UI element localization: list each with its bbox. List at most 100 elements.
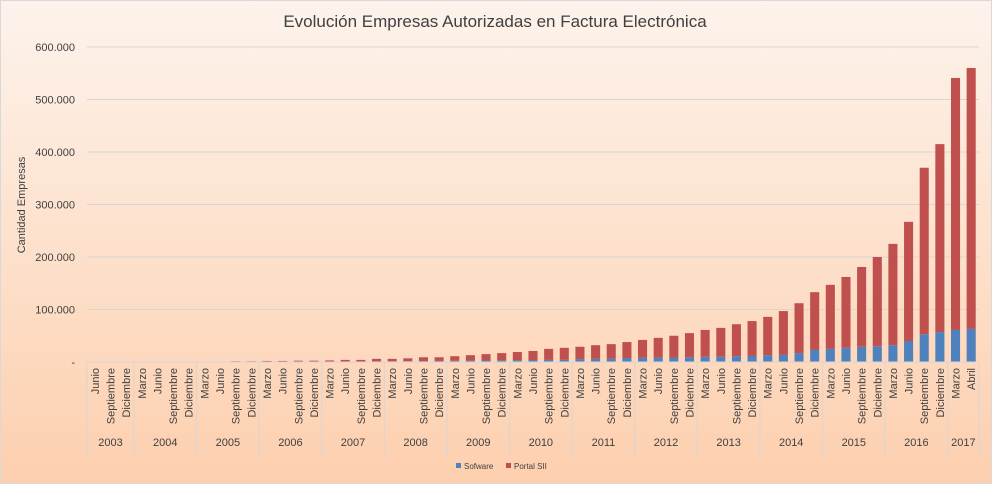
bar-portal-sii	[544, 348, 554, 360]
bar-sofware	[700, 356, 710, 362]
x-tick-label: Marzo	[450, 368, 462, 399]
x-tick-label: Junio	[653, 368, 665, 394]
x-tick-label: Diciembre	[372, 368, 384, 418]
bar-portal-sii	[434, 357, 444, 361]
x-tick-label: Marzo	[763, 368, 775, 399]
year-label: 2013	[716, 437, 740, 449]
y-tick-label: 200.000	[35, 252, 75, 264]
bar-sofware	[528, 360, 538, 362]
bar-portal-sii	[418, 357, 428, 362]
year-label: 2017	[951, 437, 975, 449]
x-tick-label: Junio	[841, 368, 853, 394]
gridlines	[87, 46, 979, 310]
bar-portal-sii	[293, 360, 303, 362]
x-tick-label: Marzo	[700, 368, 712, 399]
bar-portal-sii	[778, 311, 788, 355]
x-tick-label: Septiembre	[919, 368, 931, 424]
x-tick-label: Marzo	[575, 368, 587, 399]
bar-portal-sii	[497, 353, 507, 361]
bar-portal-sii	[559, 347, 569, 360]
bar-portal-sii	[716, 327, 726, 357]
x-tick-label: Diciembre	[559, 368, 571, 418]
bar-portal-sii	[825, 284, 835, 349]
x-tick-label: Junio	[591, 368, 603, 394]
bar-sofware	[935, 332, 945, 362]
x-tick-label: Junio	[340, 368, 352, 394]
bar-sofware	[591, 358, 601, 362]
x-tick-label: Diciembre	[184, 368, 196, 418]
legend-swatch	[506, 463, 511, 468]
x-tick-label: Marzo	[325, 368, 337, 399]
bar-portal-sii	[606, 344, 616, 359]
x-tick-label: Marzo	[262, 368, 274, 399]
bar-sofware	[888, 345, 898, 362]
bar-sofware	[841, 347, 851, 362]
y-tick-label: -	[71, 357, 75, 369]
x-tick-label: Abril	[966, 368, 978, 390]
bar-sofware	[434, 360, 444, 362]
bar-portal-sii	[622, 342, 632, 359]
x-axis: Junio Septiembre Diciembre Marzo Junio Septie…	[86, 361, 980, 456]
x-tick-label: Septiembre	[356, 368, 368, 424]
x-tick-label: Junio	[152, 368, 164, 394]
bar-portal-sii	[966, 68, 976, 329]
year-label: 2003	[98, 437, 122, 449]
bar-portal-sii	[575, 346, 585, 360]
x-tick-label: Marzo	[888, 368, 900, 399]
x-tick-label: Junio	[778, 368, 790, 394]
x-tick-label: Junio	[215, 368, 227, 394]
x-tick-label: Septiembre	[293, 368, 305, 424]
bar-sofware	[825, 348, 835, 362]
bar-sofware	[669, 357, 679, 362]
bar-sofware	[450, 360, 460, 362]
bar-sofware	[716, 356, 726, 362]
bar-sofware	[497, 360, 507, 362]
x-tick-label: Septiembre	[418, 368, 430, 424]
bar-portal-sii	[731, 324, 741, 357]
chart-title: Evolución Empresas Autorizadas en Factur…	[283, 12, 707, 31]
bar-sofware	[512, 360, 522, 362]
x-tick-label: Septiembre	[231, 368, 243, 424]
y-axis-ticks: - 100.000 200.000 300.000 400.000 500.000 600.…	[35, 42, 75, 369]
bar-portal-sii	[356, 359, 366, 362]
bar-portal-sii	[935, 144, 945, 333]
x-tick-label: Diciembre	[121, 368, 133, 418]
bar-portal-sii	[904, 221, 914, 341]
bar-portal-sii	[465, 355, 475, 361]
x-tick-label: Diciembre	[810, 368, 822, 418]
bar-portal-sii	[872, 257, 882, 347]
bar-portal-sii	[278, 360, 288, 362]
legend: Sofware Portal SII	[456, 462, 547, 471]
bar-portal-sii	[371, 358, 382, 362]
year-label: 2005	[216, 437, 240, 449]
x-tick-label: Diciembre	[309, 368, 321, 418]
bar-portal-sii	[512, 352, 522, 361]
bar-sofware	[544, 359, 554, 362]
bar-portal-sii	[340, 359, 350, 362]
year-label: 2011	[592, 437, 616, 449]
y-tick-label: 100.000	[35, 305, 75, 317]
year-label: 2009	[466, 437, 490, 449]
x-tick-label: Septiembre	[857, 368, 869, 424]
bar-portal-sii	[450, 356, 460, 361]
bar-sofware	[794, 353, 804, 362]
x-tick-label: Junio	[465, 368, 477, 394]
bar-portal-sii	[747, 321, 757, 356]
x-tick-label: Junio	[403, 368, 415, 394]
bar-sofware	[481, 360, 491, 362]
bar-portal-sii	[481, 354, 491, 361]
x-tick-label: Marzo	[512, 368, 524, 399]
year-label: 2010	[529, 437, 553, 449]
x-tick-label: Diciembre	[497, 368, 509, 418]
bar-portal-sii	[763, 316, 773, 356]
bar-portal-sii	[684, 333, 695, 358]
y-tick-label: 300.000	[35, 200, 75, 212]
x-tick-label: Septiembre	[606, 368, 618, 424]
bars	[215, 68, 976, 362]
bar-sofware	[763, 355, 773, 362]
bar-portal-sii	[403, 358, 413, 362]
bar-sofware	[575, 359, 585, 362]
bar-portal-sii	[528, 350, 538, 361]
y-tick-label: 500.000	[35, 95, 75, 107]
x-tick-label: Diciembre	[622, 368, 634, 418]
